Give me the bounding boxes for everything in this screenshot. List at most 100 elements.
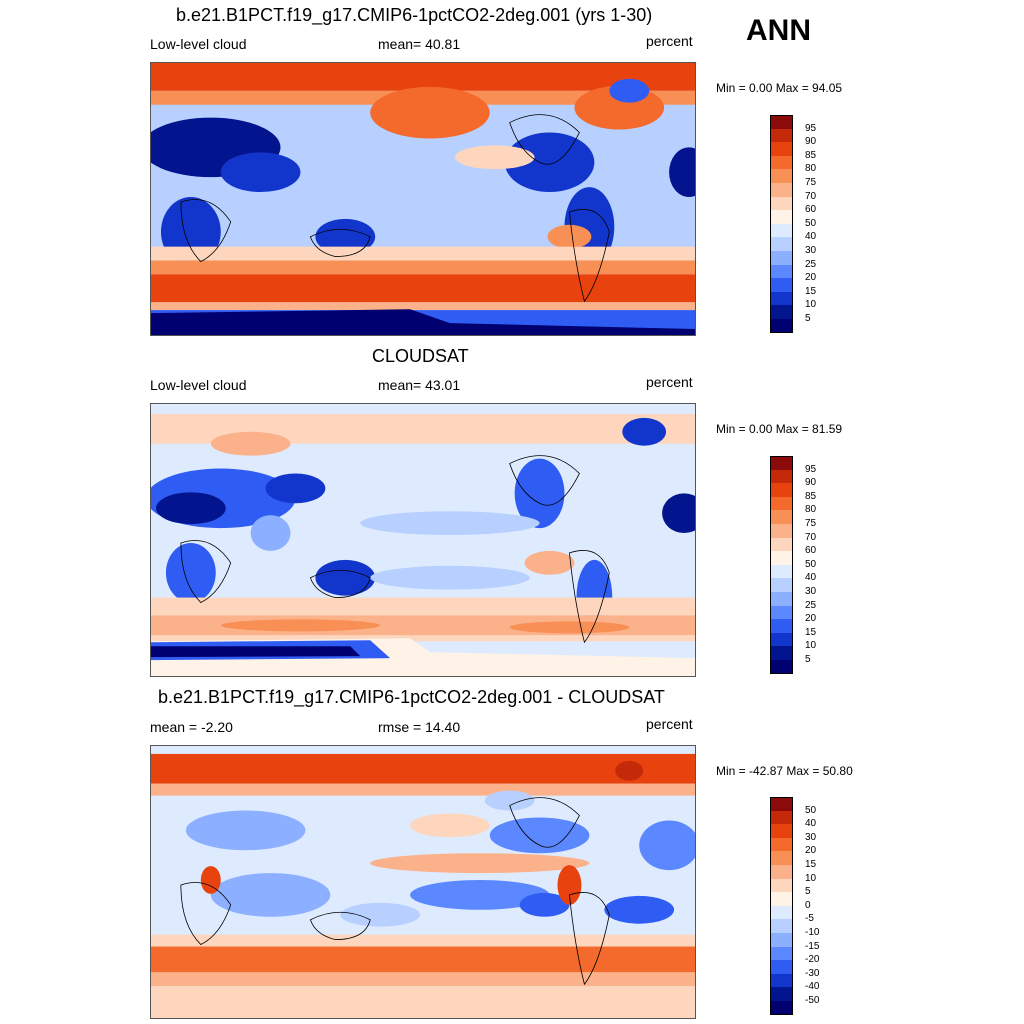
panel-2-minmax: Min = 0.00 Max = 81.59 <box>716 422 843 436</box>
colorbar-swatch <box>770 456 793 470</box>
panel-3-units-label: percent <box>646 716 693 732</box>
colorbar-tick-label: 5 <box>805 654 811 665</box>
colorbar-tick-label: 5 <box>805 313 811 324</box>
colorbar-tick-label: 60 <box>805 204 817 216</box>
panel-2-mean-label: mean= 43.01 <box>378 377 461 393</box>
colorbar-swatch <box>770 115 793 129</box>
colorbar-tick-label: -40 <box>805 981 820 993</box>
colorbar-swatch <box>770 523 793 538</box>
colorbar-swatch <box>770 864 793 879</box>
colorbar-swatch <box>770 223 793 238</box>
colorbar-tick-label: 80 <box>805 504 817 516</box>
colorbar-tick-label: -15 <box>805 940 820 952</box>
colorbar-swatch <box>770 196 793 211</box>
colorbar-swatch <box>770 250 793 265</box>
colorbar-swatch <box>770 264 793 279</box>
colorbar-swatch <box>770 837 793 852</box>
colorbar-tick-label: 75 <box>805 177 817 188</box>
panel-2-colorbar <box>770 456 793 674</box>
colorbar-swatch <box>770 169 793 183</box>
colorbar-tick-label: 0 <box>805 899 811 911</box>
colorbar-tick-label: 40 <box>805 818 817 830</box>
colorbar-swatch <box>770 619 793 633</box>
panel-1-map <box>150 62 696 336</box>
colorbar-swatch <box>770 483 793 497</box>
colorbar-tick-label: 70 <box>805 531 817 543</box>
colorbar-swatch <box>770 578 793 592</box>
panel-1-variable-label: Low-level cloud <box>150 36 247 52</box>
colorbar-tick-label: 85 <box>805 149 817 161</box>
colorbar-swatch <box>770 469 793 484</box>
colorbar-tick-label: 25 <box>805 258 817 270</box>
panel-3-rmse-label: rmse = 14.40 <box>378 719 461 735</box>
colorbar-tick-label: -5 <box>805 913 814 925</box>
colorbar-tick-label: -10 <box>805 927 820 938</box>
colorbar-tick-label: -20 <box>805 954 820 966</box>
panel-1-units-label: percent <box>646 33 693 49</box>
panel-2-variable-label: Low-level cloud <box>150 377 247 393</box>
panel-3-title: b.e21.B1PCT.f19_g17.CMIP6-1pctCO2-2deg.0… <box>158 687 665 707</box>
colorbar-tick-label: 20 <box>805 272 817 284</box>
colorbar-swatch <box>770 291 793 306</box>
colorbar-tick-label: 80 <box>805 163 817 175</box>
colorbar-swatch <box>770 851 793 865</box>
colorbar-swatch <box>770 892 793 906</box>
colorbar-tick-label: 5 <box>805 886 811 898</box>
colorbar-tick-label: 50 <box>805 804 817 816</box>
colorbar-tick-label: -30 <box>805 967 820 979</box>
colorbar-swatch <box>770 305 793 319</box>
colorbar-swatch <box>770 987 793 1001</box>
colorbar-swatch <box>770 551 793 565</box>
colorbar-swatch <box>770 932 793 947</box>
panel-2-map <box>150 403 696 677</box>
panel-3-colorbar <box>770 797 793 1015</box>
colorbar-tick-label: 15 <box>805 285 817 297</box>
colorbar-swatch <box>770 659 793 674</box>
colorbar-swatch <box>770 960 793 974</box>
panel-3-mean-label: mean = -2.20 <box>150 719 233 735</box>
colorbar-swatch <box>770 632 793 647</box>
colorbar-swatch <box>770 878 793 893</box>
colorbar-tick-label: 40 <box>805 231 817 243</box>
season-label: ANN <box>746 14 811 47</box>
colorbar-tick-label: 90 <box>805 136 817 148</box>
colorbar-swatch <box>770 646 793 660</box>
colorbar-swatch <box>770 537 793 552</box>
colorbar-tick-label: 15 <box>805 859 817 870</box>
colorbar-swatch <box>770 824 793 838</box>
colorbar-swatch <box>770 1000 793 1015</box>
colorbar-swatch <box>770 182 793 197</box>
colorbar-swatch <box>770 142 793 156</box>
panel-1-minmax: Min = 0.00 Max = 94.05 <box>716 81 843 95</box>
panel-1-mean-label: mean= 40.81 <box>378 36 461 52</box>
colorbar-tick-label: 25 <box>805 599 817 611</box>
colorbar-tick-label: 60 <box>805 545 817 557</box>
colorbar-tick-label: 85 <box>805 490 817 502</box>
colorbar-tick-label: 20 <box>805 845 817 857</box>
colorbar-swatch <box>770 278 793 292</box>
colorbar-tick-label: 10 <box>805 299 817 311</box>
colorbar-tick-label: 75 <box>805 518 817 529</box>
colorbar-tick-label: 30 <box>805 586 817 597</box>
colorbar-swatch <box>770 155 793 170</box>
colorbar-tick-label: 95 <box>805 122 817 134</box>
panel-1-title: b.e21.B1PCT.f19_g17.CMIP6-1pctCO2-2deg.0… <box>176 5 653 25</box>
colorbar-swatch <box>770 946 793 961</box>
colorbar-swatch <box>770 237 793 251</box>
colorbar-swatch <box>770 605 793 620</box>
colorbar-swatch <box>770 564 793 579</box>
panel-3-minmax: Min = -42.87 Max = 50.80 <box>716 764 853 778</box>
colorbar-tick-label: 90 <box>805 477 817 489</box>
colorbar-swatch <box>770 210 793 224</box>
colorbar-tick-label: 20 <box>805 613 817 625</box>
colorbar-swatch <box>770 919 793 933</box>
colorbar-tick-label: 40 <box>805 572 817 584</box>
colorbar-tick-label: 70 <box>805 190 817 202</box>
colorbar-swatch <box>770 510 793 524</box>
panel-2-units-label: percent <box>646 374 693 390</box>
colorbar-swatch <box>770 496 793 511</box>
colorbar-swatch <box>770 973 793 988</box>
colorbar-swatch <box>770 810 793 825</box>
colorbar-tick-label: 50 <box>805 217 817 229</box>
colorbar-swatch <box>770 318 793 333</box>
